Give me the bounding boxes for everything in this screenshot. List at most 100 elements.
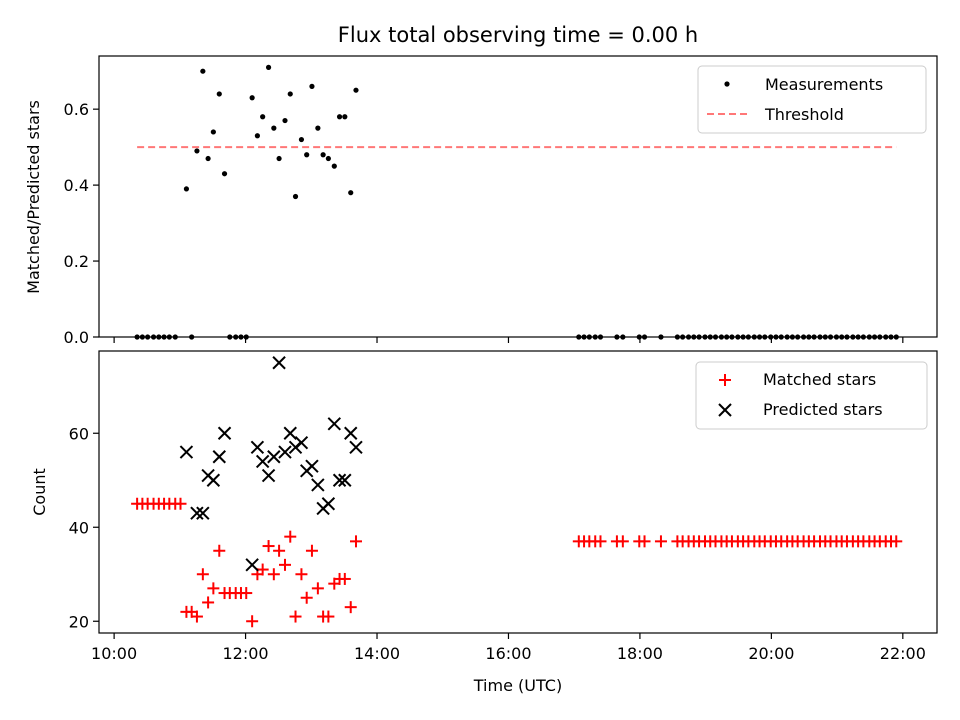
measurement-point [674, 334, 680, 340]
y-tick-label: 20 [69, 612, 89, 631]
measurement-point [658, 334, 664, 340]
x-tick-label: 14:00 [354, 644, 400, 663]
measurement-point [756, 334, 763, 340]
matched-star-point [338, 572, 351, 585]
top-x-ticks [113, 337, 904, 343]
measurement-point [586, 334, 592, 340]
matched-star-point [311, 582, 324, 595]
measurement-point [795, 334, 801, 340]
y-tick-label: 0.6 [64, 100, 89, 119]
measurement-point [249, 95, 255, 101]
legend-predicted-marker [718, 403, 732, 417]
measurement-point [855, 334, 861, 340]
legend-threshold-label: Threshold [764, 105, 844, 124]
matched-star-point [638, 535, 651, 548]
top-plot-marks [134, 64, 899, 340]
predicted-star-point [327, 417, 342, 431]
matched-star-point [207, 582, 220, 595]
measurement-point [817, 334, 823, 340]
predicted-star-point [305, 459, 319, 473]
bottom-y-ticks: 20 40 60 [69, 424, 99, 631]
top-panel: 0.0 0.2 0.4 0.6 Matched/Predicted stars Mea… [24, 55, 938, 347]
measurement-point [353, 87, 359, 93]
measurement-point [304, 152, 310, 158]
bottom-legend: Matched stars Predicted stars [695, 361, 928, 430]
predicted-star-point [196, 506, 210, 520]
measurement-point [597, 334, 604, 340]
bottom-ylabel: Count [30, 468, 49, 516]
measurement-point [331, 163, 337, 169]
measurement-point [833, 334, 840, 340]
measurement-point [751, 334, 757, 340]
predicted-star-point [267, 450, 281, 464]
measurement-point [271, 125, 277, 131]
measurement-point [243, 334, 249, 340]
measurement-point [778, 334, 784, 340]
predicted-star-point [250, 440, 265, 455]
matched-star-point [322, 610, 335, 623]
measurement-point [336, 114, 343, 120]
matched-star-point [279, 558, 292, 571]
measurement-point [161, 334, 167, 340]
x-tick-label: 10:00 [91, 644, 137, 663]
legend-matched-marker [719, 374, 731, 386]
measurement-point [265, 64, 272, 70]
predicted-star-point [283, 426, 297, 440]
measurement-point [238, 334, 244, 340]
measurement-point [342, 114, 348, 120]
measurement-point [205, 155, 211, 162]
matched-star-point [305, 544, 318, 557]
predicted-star-point [278, 445, 292, 459]
measurement-point [150, 334, 157, 340]
measurement-point [822, 334, 828, 340]
measurement-point [883, 334, 889, 340]
y-tick-label: 0.2 [64, 252, 89, 271]
y-tick-label: 40 [69, 518, 89, 537]
measurement-point [740, 334, 746, 340]
measurement-point [134, 334, 140, 340]
measurement-point [888, 334, 894, 340]
measurement-point [194, 148, 200, 154]
measurement-point [614, 334, 620, 340]
measurement-point [745, 334, 751, 340]
legend-measurements-label: Measurements [765, 75, 883, 94]
measurement-point [696, 334, 702, 340]
matched-star-point [273, 544, 286, 557]
bottom-plot-marks [131, 356, 903, 628]
measurement-point [871, 334, 878, 340]
x-tick-label: 18:00 [617, 644, 663, 663]
measurement-point [221, 171, 228, 177]
legend-measurements-marker [724, 81, 730, 87]
measurement-point [320, 152, 326, 158]
measurement-point [348, 190, 354, 196]
top-legend: Measurements Threshold [697, 65, 927, 134]
x-tick-label: 12:00 [223, 644, 269, 663]
measurement-point [166, 334, 172, 340]
matched-star-point [284, 530, 297, 543]
measurement-point [298, 136, 305, 143]
measurement-point [172, 334, 178, 340]
matched-star-point [196, 568, 209, 581]
measurement-point [325, 155, 331, 162]
bottom-panel: 20 40 60 10:00 12:00 14:00 16:00 18:00 20:00 22:… [30, 350, 938, 695]
top-y-ticks: 0.0 0.2 0.4 0.6 [64, 100, 99, 347]
measurement-point [718, 334, 725, 340]
predicted-star-point [349, 440, 363, 455]
predicted-star-point [272, 356, 286, 370]
matched-star-point [262, 540, 275, 553]
measurement-point [691, 334, 697, 340]
measurement-point [592, 334, 598, 340]
top-axes-frame [98, 55, 938, 338]
measurement-point [729, 334, 735, 340]
measurement-point [641, 334, 648, 340]
measurement-point [200, 68, 206, 74]
matched-star-point [300, 591, 313, 604]
predicted-star-point [344, 426, 358, 440]
matched-star-point [213, 544, 226, 557]
matched-star-point [344, 601, 357, 614]
y-tick-label: 60 [69, 424, 89, 443]
chart-title: Flux total observing time = 0.00 h [338, 23, 698, 47]
measurement-point [712, 334, 719, 340]
measurement-point [680, 334, 686, 340]
measurement-point [811, 334, 817, 340]
